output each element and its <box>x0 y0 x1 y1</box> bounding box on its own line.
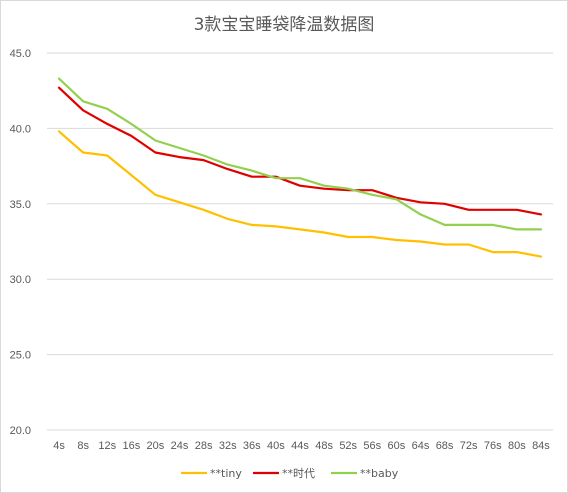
x-tick-label: 28s <box>195 440 213 452</box>
x-tick-label: 32s <box>219 440 237 452</box>
y-tick-label: 45.0 <box>10 48 31 60</box>
y-tick-label: 20.0 <box>10 425 31 437</box>
x-tick-label: 56s <box>363 440 381 452</box>
x-tick-label: 4s <box>53 440 65 452</box>
x-tick-label: 8s <box>77 440 89 452</box>
y-tick-label: 30.0 <box>10 274 31 286</box>
x-tick-label: 84s <box>532 440 550 452</box>
series-line-3 <box>57 77 543 231</box>
legend: **tiny **时代 **baby <box>181 467 399 480</box>
x-tick-label: 24s <box>171 440 189 452</box>
gridlines <box>47 52 553 431</box>
x-tick-label: 44s <box>291 440 309 452</box>
legend-label: **tiny <box>210 467 242 480</box>
y-tick-label: 25.0 <box>10 350 31 362</box>
y-tick-label: 35.0 <box>10 199 31 211</box>
series-line-1 <box>57 130 543 258</box>
legend-label: **时代 <box>282 467 315 480</box>
chart-title: 3款宝宝睡袋降温数据图 <box>194 15 375 35</box>
series-lines <box>57 77 543 258</box>
y-tick-label: 40.0 <box>10 123 31 135</box>
x-axis-tick-labels: 4s 8s 12s 16s 20s 24s 28s 32s 36s 40s 44s 48s 52s 56s… <box>53 440 550 452</box>
x-tick-label: 76s <box>484 440 502 452</box>
x-tick-label: 72s <box>460 440 478 452</box>
x-tick-label: 36s <box>243 440 261 452</box>
x-tick-label: 60s <box>388 440 406 452</box>
x-tick-label: 68s <box>436 440 454 452</box>
series-line-2 <box>57 86 543 216</box>
x-tick-label: 52s <box>339 440 357 452</box>
x-tick-label: 48s <box>315 440 333 452</box>
legend-label: **baby <box>360 467 399 480</box>
x-tick-label: 16s <box>122 440 140 452</box>
x-tick-label: 12s <box>98 440 116 452</box>
x-tick-label: 80s <box>508 440 526 452</box>
x-tick-label: 64s <box>412 440 430 452</box>
x-tick-label: 20s <box>147 440 165 452</box>
y-axis-tick-labels: 45.0 40.0 35.0 30.0 25.0 20.0 <box>10 48 31 437</box>
x-tick-label: 40s <box>267 440 285 452</box>
